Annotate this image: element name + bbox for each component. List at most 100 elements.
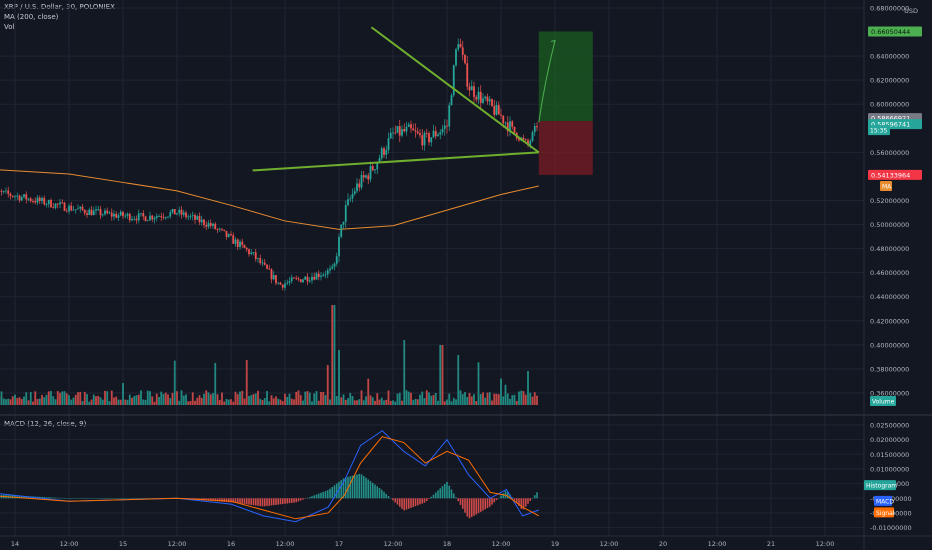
hist-bar-up (97, 498, 100, 499)
candle-down (162, 217, 165, 218)
volume-bar (299, 395, 302, 405)
legend-ma: MA (200, close) (4, 13, 59, 21)
volume-bar (36, 398, 39, 405)
hist-bar-down (414, 498, 417, 507)
candle-down (203, 219, 205, 226)
volume-bar (315, 391, 318, 405)
time-tick-label: 14 (11, 540, 19, 548)
hist-bar-up (113, 498, 115, 499)
volume-bar (180, 390, 183, 405)
volume-bar (333, 305, 336, 405)
hist-bar-up (25, 496, 28, 499)
hist-bar-up (311, 496, 313, 499)
candle-up (455, 49, 457, 66)
hist-bar-up (502, 493, 505, 499)
price-tick-label: 0.64000000 (870, 53, 909, 61)
volume-bar (146, 390, 149, 405)
hist-bar-down (263, 498, 266, 507)
legend-macd-title: MACD (12, 26, close, 9) (4, 420, 87, 428)
hist-bar-up (358, 473, 361, 499)
candle-down (122, 211, 124, 217)
hist-bar-up (430, 496, 433, 499)
hist-bar-down (248, 498, 250, 505)
hist-bar-down (401, 498, 403, 509)
volume-bar (414, 398, 417, 405)
volume-bar (329, 399, 331, 405)
candle-up (167, 216, 169, 218)
hist-bar-down (518, 498, 520, 507)
hist-bar-up (441, 486, 444, 499)
candle-up (401, 129, 403, 136)
candle-down (25, 194, 28, 200)
hist-bar-down (470, 498, 473, 518)
hist-bar-down (407, 498, 410, 509)
volume-bar (88, 401, 91, 405)
candle-down (144, 216, 147, 222)
hist-bar-up (306, 497, 309, 499)
candle-down (128, 213, 131, 221)
price-tick-label: 0.44000000 (870, 293, 909, 301)
candle-down (52, 207, 55, 209)
candle-up (104, 210, 106, 215)
candle-up (36, 197, 39, 203)
hist-bar-up (86, 498, 88, 499)
candle-up (484, 96, 487, 99)
volume-bar (511, 395, 514, 405)
candle-up (326, 270, 329, 275)
volume-bar (317, 400, 320, 405)
candle-up (509, 121, 511, 132)
candle-up (396, 126, 399, 133)
candle-down (367, 175, 370, 180)
volume-bar (11, 396, 14, 405)
candle-up (329, 268, 331, 271)
hist-bar-up (374, 484, 376, 499)
volume-bar (518, 391, 520, 405)
candle-up (342, 221, 345, 225)
hist-bar-up (54, 497, 57, 499)
volume-bar (122, 383, 124, 405)
volume-bar (371, 397, 374, 405)
volume-bar (86, 394, 88, 405)
volume-bar (23, 396, 25, 405)
hist-bar-up (74, 498, 77, 499)
volume-bar (5, 399, 7, 405)
hist-bar-down (473, 498, 475, 516)
candle-down (106, 210, 109, 214)
candle-down (414, 130, 417, 132)
candle-down (358, 183, 361, 188)
position-zones (538, 31, 593, 175)
candle-up (155, 216, 158, 219)
hist-bar-down (475, 498, 478, 515)
volume-bar (385, 399, 388, 405)
volume-bar (423, 398, 426, 405)
hist-bar-up (79, 498, 82, 499)
volume-bar (389, 400, 392, 405)
hist-bar-down (488, 498, 491, 507)
hist-bar-up (77, 498, 79, 499)
volume-bar (97, 395, 100, 405)
candle-up (212, 223, 214, 226)
volume-bar (104, 390, 106, 405)
volume-bar (504, 384, 507, 405)
candle-up (178, 209, 181, 214)
volume-bar (149, 391, 151, 405)
candle-down (502, 115, 505, 124)
volume-bar (392, 400, 394, 405)
volume-bar (167, 394, 169, 405)
volume-bar (466, 397, 469, 405)
time-tick-label: 19 (551, 540, 559, 548)
volume-bar (362, 400, 365, 405)
candle-down (236, 239, 239, 248)
time-tick-label: 12:00 (276, 540, 295, 548)
volume-bar (374, 400, 376, 405)
candle-down (221, 228, 223, 230)
hist-bar-up (83, 498, 86, 499)
volume-bar (491, 400, 493, 405)
candle-up (322, 274, 325, 276)
candle-up (333, 263, 336, 267)
volume-bar (509, 398, 511, 405)
volume-bar (27, 400, 30, 405)
volume-bar (347, 398, 349, 405)
ma-layer (0, 169, 539, 230)
